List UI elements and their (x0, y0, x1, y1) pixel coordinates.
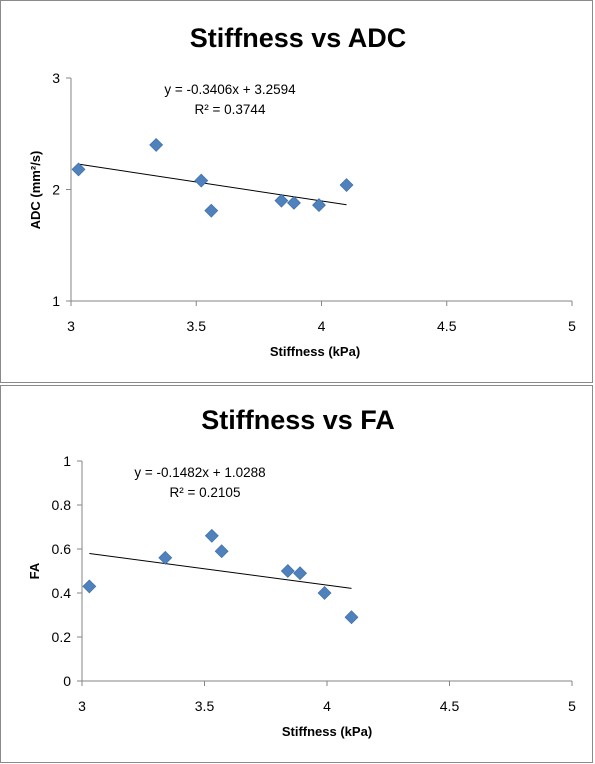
data-point (204, 528, 219, 543)
data-point (287, 195, 301, 210)
data-point (149, 137, 164, 152)
data-point (194, 173, 209, 188)
y-tick-label: 1 (52, 293, 60, 309)
plot-area: 3 3.5 4 4.5 5 1 2 3 (52, 70, 576, 334)
x-tick-label: 5 (568, 318, 576, 334)
x-axis-label: Stiffness (kPa) (282, 724, 372, 739)
chart-fa-svg: Stiffness vs FA 3 3.5 4 4.5 500.20.40.60.81 … (27, 405, 577, 739)
y-tick-label: 0.4 (52, 585, 72, 601)
tick-labels: 3 3.5 4 4.5 5 1 2 3 (52, 70, 576, 334)
trendline (78, 163, 347, 206)
data-point (317, 586, 332, 600)
x-tick-label: 4 (323, 698, 331, 714)
y-tick-label: 0.8 (52, 497, 72, 513)
data-point (71, 162, 86, 177)
y-tick-label: 2 (52, 182, 60, 198)
data-point (82, 579, 97, 594)
x-tick-label: 4.5 (437, 318, 457, 334)
data-point (214, 544, 229, 559)
x-axis-label: Stiffness (kPa) (270, 344, 360, 359)
x-tick-label: 3 (67, 318, 75, 334)
chart-panel-adc: Stiffness vs ADC 3 3.5 4 4.5 5 1 2 3 y = -0.340… (0, 0, 593, 383)
y-tick-label: 0.2 (52, 629, 72, 645)
trendline-equation: y = -0.1482x + 1.0288 (134, 465, 265, 480)
chart-title: Stiffness vs ADC (190, 23, 407, 53)
x-tick-label: 3.5 (187, 318, 207, 334)
chart-adc-svg: Stiffness vs ADC 3 3.5 4 4.5 5 1 2 3 y = -0.340… (28, 23, 576, 359)
tick-labels: 3 3.5 4 4.5 5 0 0.2 0.4 0.6 0.8 1 (52, 453, 577, 714)
trendline-equation: y = -0.3406x + 3.2594 (164, 82, 296, 97)
y-tick-label: 3 (52, 70, 60, 86)
axis-ticks (77, 460, 573, 686)
x-tick-label: 3.5 (195, 698, 215, 714)
data-points (71, 137, 354, 218)
chart-title: Stiffness vs FA (201, 405, 395, 435)
data-point (312, 198, 326, 213)
trendline-path (89, 552, 352, 589)
data-point (158, 550, 173, 565)
trendline (89, 552, 352, 589)
trendline-r2: R² = 0.2105 (170, 485, 241, 500)
axis-ticks (66, 77, 573, 306)
chart-panel-fa: Stiffness vs FA 3 3.5 4 4.5 5 0 0.2 0.4 0.6 0.8 1 … (0, 385, 593, 763)
data-point (339, 178, 354, 192)
trendline-r2: R² = 0.3744 (195, 102, 266, 117)
plot-area: 3 3.5 4 4.5 5 0 0.2 0.4 0.6 0.8 1 (52, 453, 577, 714)
x-tick-label: 4.5 (440, 698, 460, 714)
x-tick-label: 3 (78, 698, 86, 714)
data-point (280, 564, 295, 578)
data-point (293, 566, 307, 581)
y-tick-label: 0 (63, 673, 71, 689)
data-point (344, 610, 359, 625)
y-tick-label: 0.6 (52, 541, 72, 557)
y-tick-label: 1 (63, 453, 71, 469)
data-point (274, 193, 289, 208)
trendline-path (78, 163, 347, 206)
y-axis-label: FA (27, 562, 42, 579)
y-axis-label: ADC (mm²/s) (28, 151, 43, 230)
data-point (204, 203, 219, 218)
data-points (82, 528, 359, 625)
x-tick-label: 4 (318, 318, 326, 334)
x-tick-label: 5 (568, 698, 576, 714)
